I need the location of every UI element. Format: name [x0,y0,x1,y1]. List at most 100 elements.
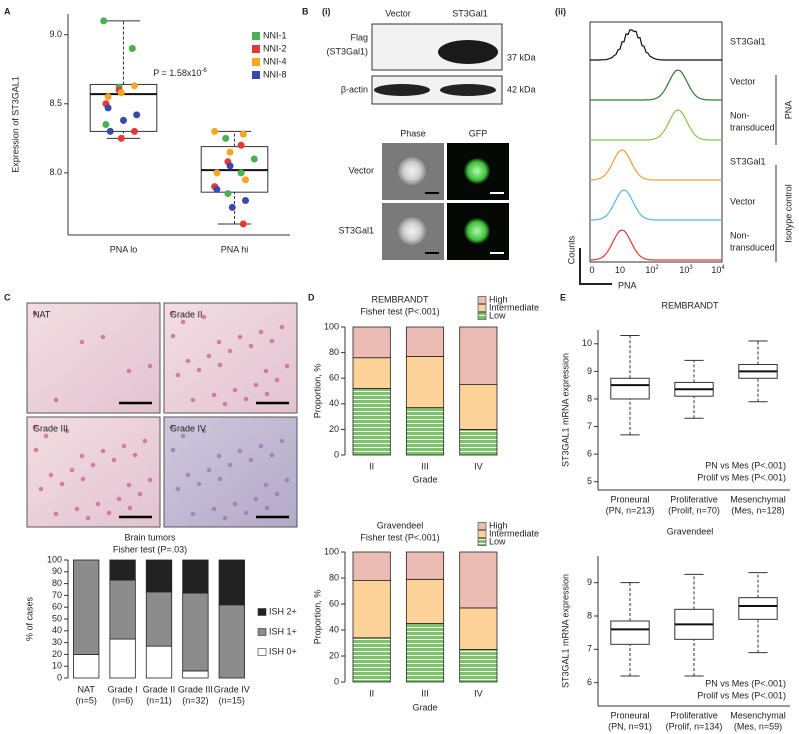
bar-segment [218,559,245,606]
y-tick-label: 40 [52,625,62,635]
blot-row-label: Flag [350,32,368,42]
gfp-cell [464,218,490,244]
flow-tick-base: 10 [645,265,655,275]
y-tick-label: 100 [47,554,62,564]
legend-label: NNI-1 [263,30,287,40]
annotation: PN vs Mes (P<.001) [705,678,786,688]
annotation-exp: -6 [201,68,207,74]
point [242,176,249,184]
y-tick-label: 0 [334,449,339,459]
nucleus [95,501,101,507]
flow-tick: 10 [615,265,625,275]
flow-group: Isotype control [783,184,793,243]
bar-segment [218,604,245,679]
annotation: Prolif vs Mes (P<.001) [697,472,786,482]
y-tick-label: 10 [582,338,592,348]
x-tick-label: Mesenchymal [730,494,786,504]
panel-label: E [560,292,566,302]
bar-segment [109,579,136,640]
nucleus [64,428,70,434]
y-tick-label: 7 [587,421,592,431]
x-tick-note: (PN, n=91) [608,721,652,731]
nucleus [85,515,91,521]
y-axis-label: Expression of ST3GAL1 [10,76,20,173]
bar-segment [352,637,391,683]
point [104,93,112,101]
flow-tick-base: 10 [615,265,625,275]
annotation: Prolif vs Mes (P<.001) [697,690,786,700]
flow-tick: 103 [679,265,693,276]
nucleus [90,462,96,468]
bar-segment [405,356,445,409]
x-axis-label: Grade [412,474,437,484]
nucleus [274,491,280,497]
x-tick-label: Proliferative [670,494,718,504]
nucleus [33,447,39,453]
legend-swatch [257,608,267,616]
x-tick-label: II [369,688,374,698]
x-tick-label: IV [474,688,483,698]
histology-image [26,416,161,528]
nucleus [100,334,106,340]
panel-label: (ii) [555,6,566,16]
bar-segment [145,559,173,593]
bar-segment [145,591,173,647]
nucleus [279,438,285,444]
y-tick-label: 20 [329,424,339,434]
nucleus [32,424,38,430]
nucleus [217,476,223,482]
legend-swatch [477,538,487,546]
nucleus [264,505,270,511]
nucleus [196,367,202,373]
x-tick-label: Grade II [143,684,176,694]
legend-label: Intermediate [489,528,539,538]
bar-segment [459,384,498,430]
chart-title: Gravendeel [667,526,714,536]
point [237,169,245,177]
x-tick-note: (n=32) [182,695,208,705]
nucleus [269,452,275,458]
flow-tick: 104 [711,265,725,276]
histology-image [163,416,298,528]
y-tick-label: 80 [329,572,339,582]
blot-band [374,84,430,96]
y-axis-label: ST3GAL1 mRNA expression [560,353,570,467]
nucleus [258,329,264,335]
nucleus [190,511,196,517]
nucleus [126,368,132,374]
x-tick-label: II [369,461,374,471]
y-axis-label: ST3GAL1 mRNA expression [560,574,570,688]
legend-swatch [252,32,260,40]
y-axis-label: Proportion, % [312,364,322,419]
nucleus [258,443,264,449]
nucleus [79,339,85,345]
box [89,83,158,132]
nucleus [243,396,249,402]
bar-segment [182,592,209,672]
y-tick-label: 9 [587,366,592,376]
legend-label: ISH 2+ [269,606,297,616]
x-tick-note: (Prolif, n=134) [666,721,723,731]
y-tick-label: 100 [324,321,339,331]
y-tick-label: 80 [52,578,62,588]
x-tick-note: (Mes, n=128) [731,505,784,515]
point [237,141,245,149]
y-tick-label: 8 [587,393,592,403]
nucleus [169,310,175,316]
x-tick-note: (Mes, n=59) [734,721,782,731]
histology-image [26,302,161,414]
legend-label: High [489,294,508,304]
legend-swatch [477,304,487,312]
nucleus [111,457,117,463]
y-tick-label: 100 [324,546,339,556]
panel-label: A [4,6,11,16]
y-tick-label: 8.0 [49,167,62,177]
chart-title: REMBRANDT [661,300,719,310]
flow-row-label: transduced [730,122,775,132]
bar-segment [405,326,445,357]
point [250,155,258,163]
legend-swatch [257,648,267,656]
y-tick-label: 20 [329,650,339,660]
nucleus [48,472,54,478]
nucleus [201,428,207,434]
